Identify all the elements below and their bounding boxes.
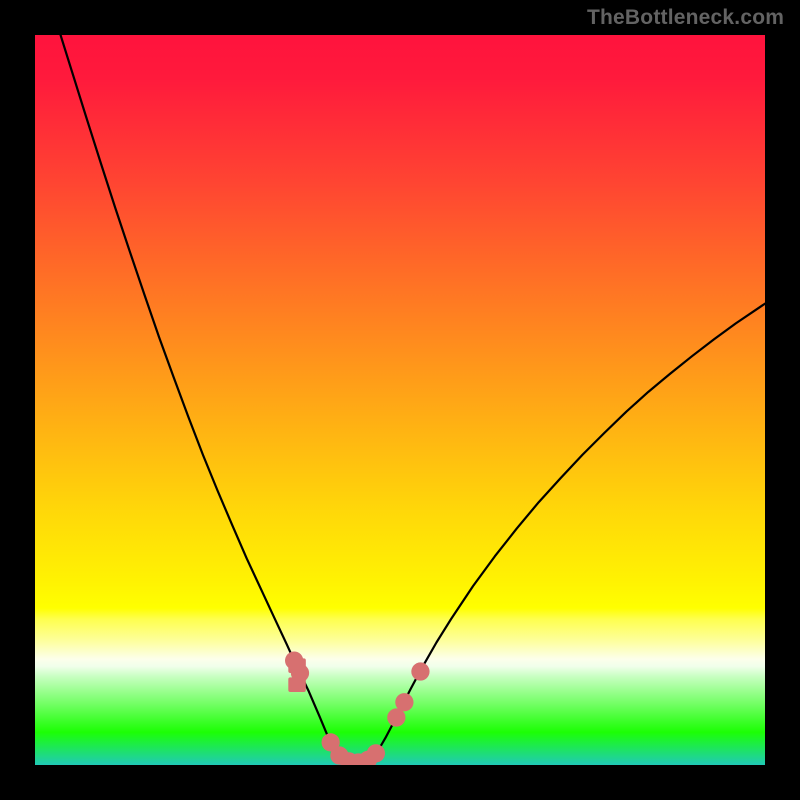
gradient-background bbox=[35, 35, 765, 765]
marker-dot bbox=[411, 662, 429, 680]
watermark-text: TheBottleneck.com bbox=[587, 6, 784, 30]
plot-area bbox=[35, 35, 765, 765]
plot-svg bbox=[35, 35, 765, 765]
chart-stage: TheBottleneck.com bbox=[0, 0, 800, 800]
marker-dot bbox=[367, 744, 385, 762]
marker-dot bbox=[395, 693, 413, 711]
marker-dot bbox=[291, 664, 309, 682]
